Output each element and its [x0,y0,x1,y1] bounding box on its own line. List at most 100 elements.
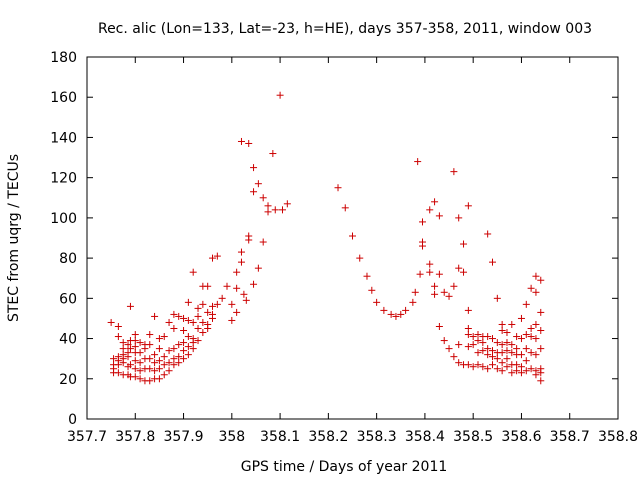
data-point [114,333,122,341]
data-point [276,91,284,99]
data-point [349,232,356,240]
data-point [474,349,482,357]
data-point [469,341,477,349]
data-point [474,361,482,369]
data-point [237,137,245,145]
data-point [146,331,154,339]
data-point [484,365,492,373]
data-point [175,359,183,367]
data-point [131,331,139,339]
data-point [151,359,159,367]
data-point [204,282,212,290]
data-point [522,345,530,353]
data-point [464,343,472,351]
data-point [155,375,163,383]
data-point [508,320,516,328]
data-point [513,333,521,341]
data-point [527,365,535,373]
data-point [136,359,144,367]
data-point [199,300,207,308]
data-point [119,345,127,353]
data-point [522,367,530,375]
data-point [356,254,364,262]
data-point [165,347,173,355]
x-axis-label: GPS time / Days of year 2011 [241,459,448,475]
data-point [522,300,530,308]
data-point [237,248,245,256]
data-point [170,325,178,332]
data-point [131,343,139,351]
data-point [126,361,134,369]
data-point [537,377,545,385]
data-point [245,139,253,147]
data-point [532,320,540,328]
data-point [527,349,535,357]
data-point [264,202,272,210]
data-point [380,306,388,314]
data-point [136,339,144,347]
data-point [464,202,472,210]
data-point [209,254,217,262]
data-point [124,341,132,349]
data-point [160,333,168,341]
data-point [151,312,159,320]
data-point [233,268,241,276]
data-point [223,282,231,290]
data-point [136,367,144,375]
data-point [245,236,253,244]
data-point [532,335,540,343]
data-point [474,337,482,345]
data-point [440,288,448,296]
data-point [126,345,134,353]
data-point [341,204,349,212]
data-point [488,347,496,355]
data-point [250,164,258,172]
data-point [479,347,487,355]
data-point [493,339,501,347]
data-point [517,369,525,377]
data-point [508,349,516,357]
data-point [279,206,287,214]
y-tick-label: 160 [50,90,77,106]
data-point [498,359,506,367]
data-point [455,341,463,349]
data-point [426,260,434,268]
data-point [397,310,405,318]
data-point [170,345,178,353]
data-point [498,349,506,357]
data-point [131,357,139,365]
data-point [431,290,439,298]
data-point [131,365,139,373]
y-tick-label: 100 [50,211,77,227]
data-point [484,345,492,353]
data-point [464,306,472,314]
data-point [484,230,492,238]
data-point [180,347,188,355]
data-point [440,337,448,345]
x-tick-label: 358.4 [405,429,445,445]
data-point [228,300,236,308]
plot-frame [86,56,619,420]
data-point [160,361,168,369]
data-point [537,345,545,353]
data-point [334,184,342,192]
data-point [233,284,241,292]
data-point [189,318,197,326]
data-point [445,345,453,353]
data-point [450,353,458,361]
data-point [240,290,248,298]
data-point [493,365,501,373]
data-point [165,367,173,375]
data-point [431,282,439,290]
y-tick-label: 0 [68,412,77,428]
data-point [110,355,118,363]
x-tick-label: 358.3 [357,429,397,445]
data-point [114,322,122,330]
data-point [155,345,163,353]
data-point [532,288,540,296]
data-point [175,341,183,349]
data-point [517,314,525,322]
data-point [180,355,188,363]
data-point [418,242,426,250]
data-point [450,168,458,176]
